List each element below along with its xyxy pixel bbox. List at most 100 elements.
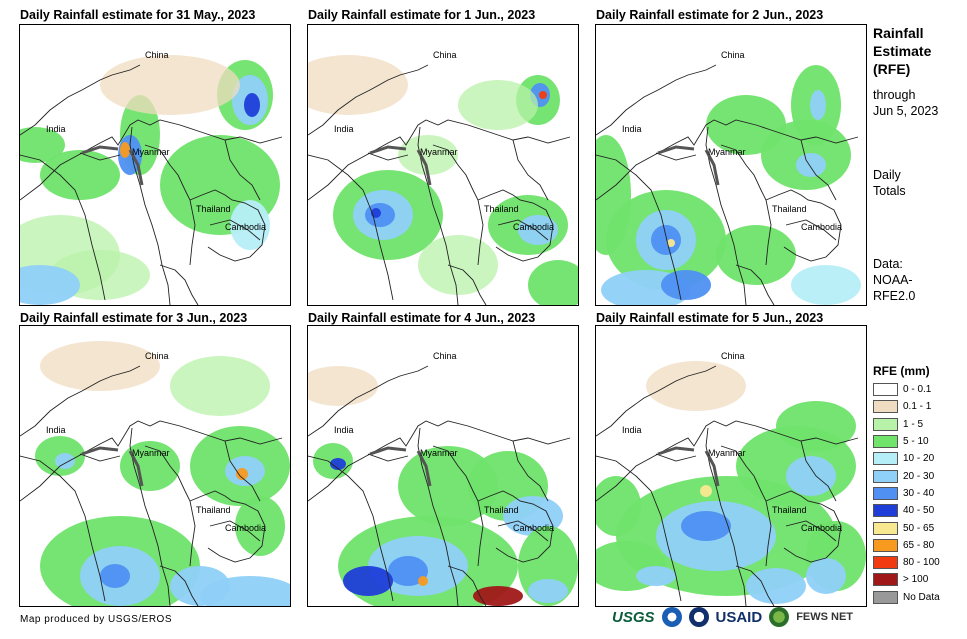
legend-item: 50 - 65 [873,519,940,536]
legend-label: 0 - 0.1 [903,384,932,396]
legend-swatch [873,521,898,535]
rainfall-area [55,453,75,469]
rainfall-area [636,566,676,586]
map-label-cambodia: Cambodia [225,222,266,232]
rainfall-map-2: China India Myanmar Thailand Cambodia [307,24,579,306]
country-border [596,420,859,502]
country-border [308,455,394,602]
country-border [189,189,266,262]
country-border [512,440,549,502]
rainfall-area [40,150,120,200]
country-border [497,520,549,542]
rainfall-area [806,558,846,594]
country-border [20,154,106,301]
sidebar-data-line2: NOAA- [873,273,913,287]
rainfall-area [796,153,826,177]
country-border [308,119,571,201]
fews-net-logo: FEWS NET [796,611,854,623]
usaid-logo: USAID [715,608,763,626]
legend-swatch [873,452,898,466]
coastline [657,446,720,487]
map-label-thailand: Thailand [196,505,231,515]
rainfall-map-5: China India Myanmar Thailand Cambodia [307,325,579,607]
map-label-cambodia: Cambodia [225,523,266,533]
sidebar-daily-line2: Totals [873,184,906,198]
country-border [432,445,484,567]
rainfall-area [244,93,260,117]
map-credit: Map produced by USGS/EROS [20,614,173,625]
legend-label: 5 - 10 [903,436,929,448]
country-border [224,139,261,201]
country-border [800,139,837,201]
legend-label: > 100 [903,574,929,586]
country-border [655,152,697,161]
rainfall-area [700,485,712,497]
country-border [596,119,859,201]
legend-label: 0.1 - 1 [903,401,932,413]
rainfall-area [651,225,681,255]
country-border [477,189,554,262]
sidebar-data-line3: RFE2.0 [873,289,916,303]
sidebar-data-line1: Data: [873,257,903,271]
country-border [209,219,261,241]
map-label-china: China [433,351,457,361]
map-label-china: China [721,50,745,60]
legend-item: > 100 [873,571,940,588]
country-border [159,264,199,305]
rainfall-area [388,556,428,586]
map-label-thailand: Thailand [772,204,807,214]
sidebar-daily-line1: Daily [873,168,901,182]
rainfall-area [596,476,641,536]
map-label-india: India [334,425,354,435]
rainfall-area [810,90,826,120]
coastline [657,145,720,186]
legend-swatch [873,435,898,449]
rainfall-area [20,127,65,163]
country-border [308,154,394,301]
sidebar-through-line1: through [873,88,916,102]
rainfall-area [661,270,711,300]
sidebar-daily: Daily Totals [873,167,906,199]
rainfall-area [20,265,80,305]
map-canvas: China India Myanmar Thailand Cambodia [596,50,861,305]
coastline [369,145,432,186]
country-border [308,365,429,437]
legend-label: 10 - 20 [903,453,935,465]
country-border [79,152,121,161]
rainfall-area [100,564,130,588]
map-label-myanmar: Myanmar [708,147,746,157]
country-border [596,64,717,136]
rainfall-map-3: China India Myanmar Thailand Cambodia [595,24,867,306]
rainfall-area [308,55,408,115]
panel-title-3: Daily Rainfall estimate for 2 Jun., 2023 [596,8,824,22]
country-border [367,453,409,462]
map-label-thailand: Thailand [484,204,519,214]
rainfall-area [716,225,796,285]
rainfall-area [398,135,458,175]
rainfall-area [418,235,498,295]
legend-swatch [873,469,898,483]
sidebar-through-line2: Jun 5, 2023 [873,104,939,118]
map-label-china: China [145,351,169,361]
noaa-logo-icon [661,607,682,627]
rainfall-area [518,215,558,245]
rainfall-area [120,441,180,491]
country-border [20,119,283,201]
country-border [20,64,141,136]
map-label-thailand: Thailand [484,505,519,515]
rainfall-area [473,586,523,606]
rainfall-area [235,496,285,556]
rainfall-area [458,80,538,130]
country-border [512,139,549,201]
sidebar-title-line1: Rainfall [873,25,924,41]
map-label-thailand: Thailand [196,204,231,214]
country-border [144,144,196,266]
legend-item: 5 - 10 [873,433,940,450]
map-canvas: China India Myanmar Thailand Cambodia [596,351,866,606]
legend-label: 20 - 30 [903,470,935,482]
legend: 0 - 0.1 0.1 - 1 1 - 5 5 - 10 10 - 20 20 - 30 3… [873,381,940,606]
rainfall-area [776,401,856,451]
legend-swatch [873,486,898,500]
legend-swatch [873,538,898,552]
country-border [20,365,141,437]
